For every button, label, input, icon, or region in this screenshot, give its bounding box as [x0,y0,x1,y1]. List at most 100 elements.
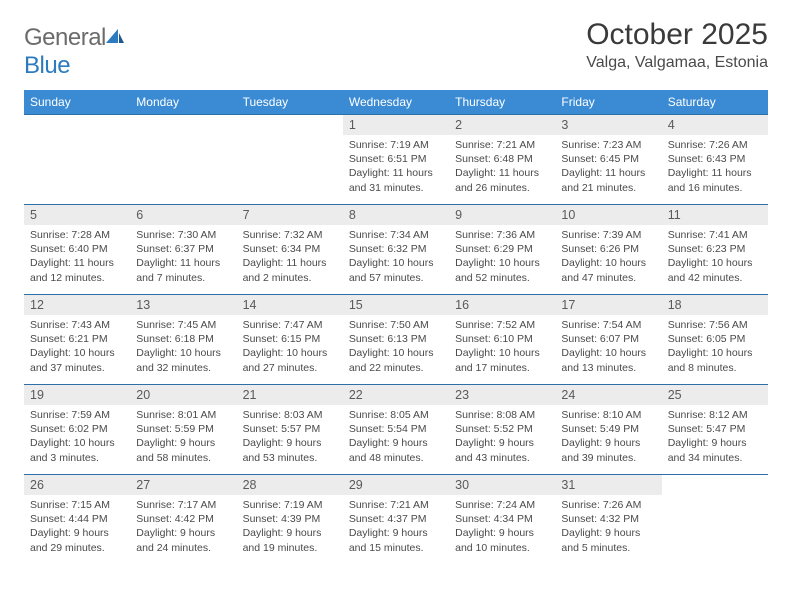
day-number: 8 [343,205,449,225]
day-details: Sunrise: 7:21 AMSunset: 6:48 PMDaylight:… [449,135,555,199]
calendar-day-cell: 7Sunrise: 7:32 AMSunset: 6:34 PMDaylight… [237,205,343,295]
daylight-line: Daylight: 10 hours and 57 minutes. [349,256,443,284]
day-details: Sunrise: 8:05 AMSunset: 5:54 PMDaylight:… [343,405,449,469]
day-number: 28 [237,475,343,495]
day-number: 15 [343,295,449,315]
sunset-line: Sunset: 6:26 PM [561,242,655,256]
daylight-line: Daylight: 11 hours and 31 minutes. [349,166,443,194]
day-number: 26 [24,475,130,495]
calendar-day-cell: 24Sunrise: 8:10 AMSunset: 5:49 PMDayligh… [555,385,661,475]
day-number: 27 [130,475,236,495]
calendar-day-cell: 20Sunrise: 8:01 AMSunset: 5:59 PMDayligh… [130,385,236,475]
day-number: 16 [449,295,555,315]
daylight-line: Daylight: 9 hours and 53 minutes. [243,436,337,464]
calendar-day-cell: 9Sunrise: 7:36 AMSunset: 6:29 PMDaylight… [449,205,555,295]
sunset-line: Sunset: 4:39 PM [243,512,337,526]
daylight-line: Daylight: 9 hours and 58 minutes. [136,436,230,464]
calendar-day-cell: 1Sunrise: 7:19 AMSunset: 6:51 PMDaylight… [343,115,449,205]
sunrise-line: Sunrise: 7:15 AM [30,498,124,512]
calendar-day-cell [24,115,130,205]
daylight-line: Daylight: 10 hours and 37 minutes. [30,346,124,374]
day-details: Sunrise: 7:47 AMSunset: 6:15 PMDaylight:… [237,315,343,379]
calendar-day-cell: 10Sunrise: 7:39 AMSunset: 6:26 PMDayligh… [555,205,661,295]
calendar-day-cell: 17Sunrise: 7:54 AMSunset: 6:07 PMDayligh… [555,295,661,385]
sunrise-line: Sunrise: 8:03 AM [243,408,337,422]
daylight-line: Daylight: 10 hours and 13 minutes. [561,346,655,374]
daylight-line: Daylight: 11 hours and 7 minutes. [136,256,230,284]
calendar-day-cell: 4Sunrise: 7:26 AMSunset: 6:43 PMDaylight… [662,115,768,205]
day-number: 5 [24,205,130,225]
sunset-line: Sunset: 6:07 PM [561,332,655,346]
day-details: Sunrise: 7:28 AMSunset: 6:40 PMDaylight:… [24,225,130,289]
daylight-line: Daylight: 9 hours and 24 minutes. [136,526,230,554]
header: GeneralBlue October 2025 Valga, Valgamaa… [24,18,768,80]
calendar-day-cell: 21Sunrise: 8:03 AMSunset: 5:57 PMDayligh… [237,385,343,475]
sunset-line: Sunset: 4:44 PM [30,512,124,526]
calendar-day-cell: 2Sunrise: 7:21 AMSunset: 6:48 PMDaylight… [449,115,555,205]
day-details: Sunrise: 7:32 AMSunset: 6:34 PMDaylight:… [237,225,343,289]
sunrise-line: Sunrise: 7:36 AM [455,228,549,242]
calendar-day-cell: 14Sunrise: 7:47 AMSunset: 6:15 PMDayligh… [237,295,343,385]
daylight-line: Daylight: 9 hours and 10 minutes. [455,526,549,554]
sunrise-line: Sunrise: 7:54 AM [561,318,655,332]
calendar-header-row: SundayMondayTuesdayWednesdayThursdayFrid… [24,90,768,115]
sunrise-line: Sunrise: 7:43 AM [30,318,124,332]
calendar-day-cell [662,475,768,565]
day-number: 10 [555,205,661,225]
calendar-week-row: 26 Sunrise: 7:15 AMSunset: 4:44 PM Dayligh… [24,475,768,565]
day-number: 29 [343,475,449,495]
daylight-line: Daylight: 9 hours and 43 minutes. [455,436,549,464]
calendar-week-row: 12Sunrise: 7:43 AMSunset: 6:21 PMDayligh… [24,295,768,385]
sunrise-line: Sunrise: 7:45 AM [136,318,230,332]
daylight-line: Daylight: 10 hours and 47 minutes. [561,256,655,284]
sunrise-line: Sunrise: 7:24 AM [455,498,549,512]
sunset-line: Sunset: 6:40 PM [30,242,124,256]
day-of-week-header: Monday [130,90,236,115]
day-details: Sunrise: 7:50 AMSunset: 6:13 PMDaylight:… [343,315,449,379]
sunset-line: Sunset: 4:37 PM [349,512,443,526]
day-of-week-header: Thursday [449,90,555,115]
sunset-line: Sunset: 4:32 PM [561,512,655,526]
day-of-week-header: Friday [555,90,661,115]
day-of-week-header: Saturday [662,90,768,115]
sunset-line: Sunset: 6:45 PM [561,152,655,166]
day-number: 13 [130,295,236,315]
sunset-line: Sunset: 4:42 PM [136,512,230,526]
day-number: 18 [662,295,768,315]
sunset-line: Sunset: 6:05 PM [668,332,762,346]
day-details: Sunrise: 8:10 AMSunset: 5:49 PMDaylight:… [555,405,661,469]
sunrise-line: Sunrise: 7:41 AM [668,228,762,242]
calendar-week-row: 5Sunrise: 7:28 AMSunset: 6:40 PMDaylight… [24,205,768,295]
day-details: Sunrise: 7:34 AMSunset: 6:32 PMDaylight:… [343,225,449,289]
day-number: 6 [130,205,236,225]
daylight-line: Daylight: 11 hours and 12 minutes. [30,256,124,284]
sunset-line: Sunset: 6:29 PM [455,242,549,256]
daylight-line: Daylight: 10 hours and 3 minutes. [30,436,124,464]
day-number: 1 [343,115,449,135]
month-title: October 2025 [586,18,768,52]
sunset-line: Sunset: 5:54 PM [349,422,443,436]
sunset-line: Sunset: 6:32 PM [349,242,443,256]
day-details: Sunrise: 7:19 AMSunset: 4:39 PMDaylight:… [237,495,343,559]
day-number: 24 [555,385,661,405]
calendar-day-cell: 11Sunrise: 7:41 AMSunset: 6:23 PMDayligh… [662,205,768,295]
logo-sail-icon [104,24,126,51]
day-details: Sunrise: 8:12 AMSunset: 5:47 PMDaylight:… [662,405,768,469]
calendar-table: SundayMondayTuesdayWednesdayThursdayFrid… [24,90,768,565]
calendar-day-cell: 26Sunrise: 7:15 AMSunset: 4:44 PMDayligh… [24,475,130,565]
calendar-day-cell: 25Sunrise: 8:12 AMSunset: 5:47 PMDayligh… [662,385,768,475]
sunrise-line: Sunrise: 7:23 AM [561,138,655,152]
sunrise-line: Sunrise: 7:50 AM [349,318,443,332]
sunset-line: Sunset: 6:23 PM [668,242,762,256]
daylight-line: Daylight: 10 hours and 22 minutes. [349,346,443,374]
day-number: 2 [449,115,555,135]
day-details: Sunrise: 7:26 AMSunset: 6:43 PMDaylight:… [662,135,768,199]
day-details: Sunrise: 7:45 AMSunset: 6:18 PMDaylight:… [130,315,236,379]
calendar-day-cell: 27Sunrise: 7:17 AMSunset: 4:42 PMDayligh… [130,475,236,565]
day-details: Sunrise: 7:23 AMSunset: 6:45 PMDaylight:… [555,135,661,199]
logo-text: GeneralBlue [24,24,126,80]
sunset-line: Sunset: 6:37 PM [136,242,230,256]
sunset-line: Sunset: 6:21 PM [30,332,124,346]
day-number: 20 [130,385,236,405]
daylight-line: Daylight: 10 hours and 27 minutes. [243,346,337,374]
